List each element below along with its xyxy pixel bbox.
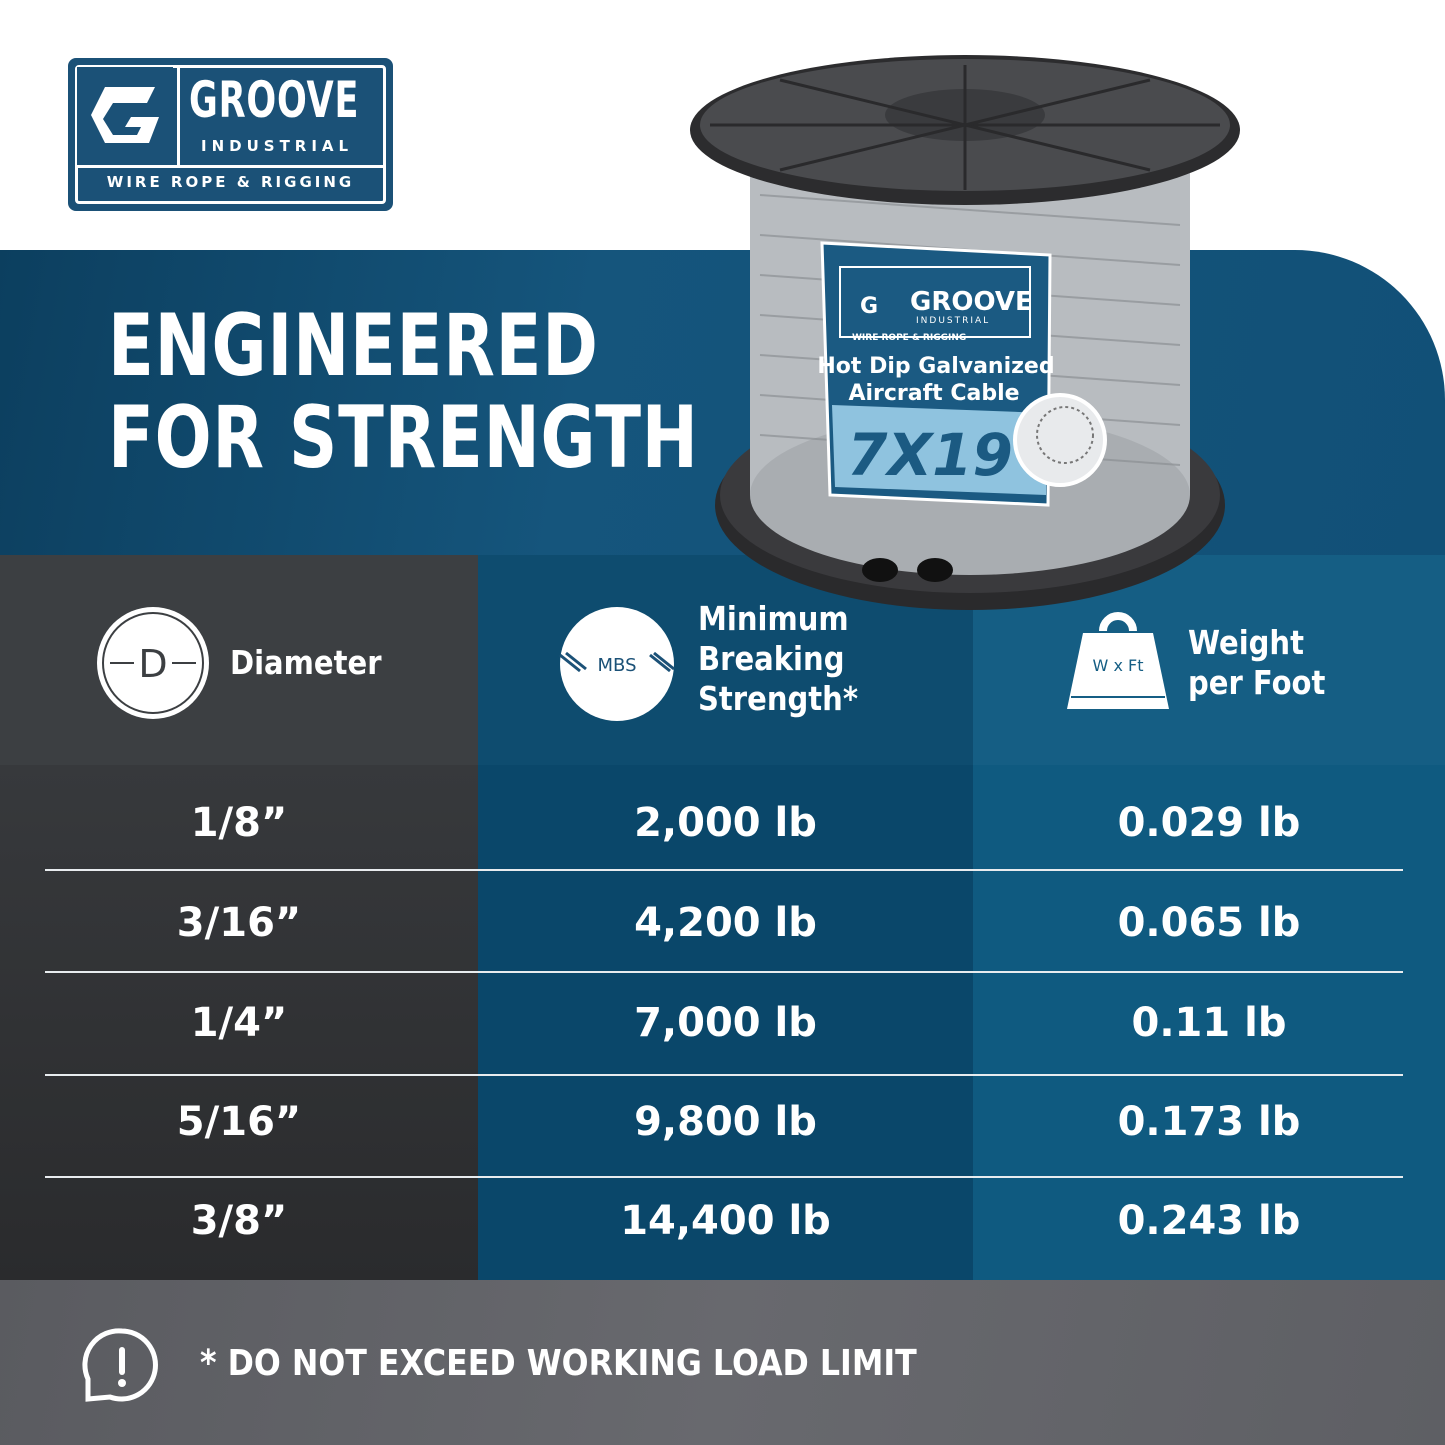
svg-text:7X19: 7X19 xyxy=(847,421,1013,489)
table-row: 3/8” 14,400 lb 0.243 lb xyxy=(190,1198,1301,1244)
svg-text:Hot Dip Galvanized: Hot Dip Galvanized xyxy=(817,354,1054,379)
strand-cross-section-icon xyxy=(1013,393,1107,487)
svg-text:Aircraft Cable: Aircraft Cable xyxy=(848,381,1019,406)
svg-text:MBS: MBS xyxy=(598,655,637,676)
svg-text:WIRE ROPE & RIGGING: WIRE ROPE & RIGGING xyxy=(852,333,966,343)
table-row: 1/8” 2,000 lb 0.029 lb xyxy=(190,800,1301,846)
cable-spool-image: G GROOVE INDUSTRIAL WIRE ROPE & RIGGING … xyxy=(690,55,1240,610)
table-row: 3/16” 4,200 lb 0.065 lb xyxy=(176,900,1301,946)
warning-note: * DO NOT EXCEED WORKING LOAD LIMIT xyxy=(200,1343,917,1384)
table-row: 1/4” 7,000 lb 0.11 lb xyxy=(190,1000,1287,1046)
mbs-icon: MBS xyxy=(559,607,675,721)
headline: ENGINEERED FOR STRENGTH xyxy=(108,296,699,488)
brand-logo: GROOVE INDUSTRIAL WIRE ROPE & RIGGING xyxy=(68,58,393,211)
table-row: 5/16” 9,800 lb 0.173 lb xyxy=(176,1099,1301,1145)
product-label: G GROOVE INDUSTRIAL WIRE ROPE & RIGGING … xyxy=(817,241,1107,507)
svg-text:W x Ft: W x Ft xyxy=(1093,656,1144,675)
exclamation-bubble-icon xyxy=(82,1328,158,1402)
svg-text:G: G xyxy=(860,294,878,319)
footer-banner xyxy=(0,1280,1445,1445)
diameter-icon: D xyxy=(97,607,209,719)
g-logo-icon xyxy=(77,67,173,165)
header-diameter: D Diameter xyxy=(0,555,478,765)
svg-text:GROOVE: GROOVE xyxy=(910,287,1033,317)
weight-icon: W x Ft xyxy=(1067,612,1169,709)
svg-text:D: D xyxy=(138,642,167,686)
svg-text:INDUSTRIAL: INDUSTRIAL xyxy=(916,316,990,326)
